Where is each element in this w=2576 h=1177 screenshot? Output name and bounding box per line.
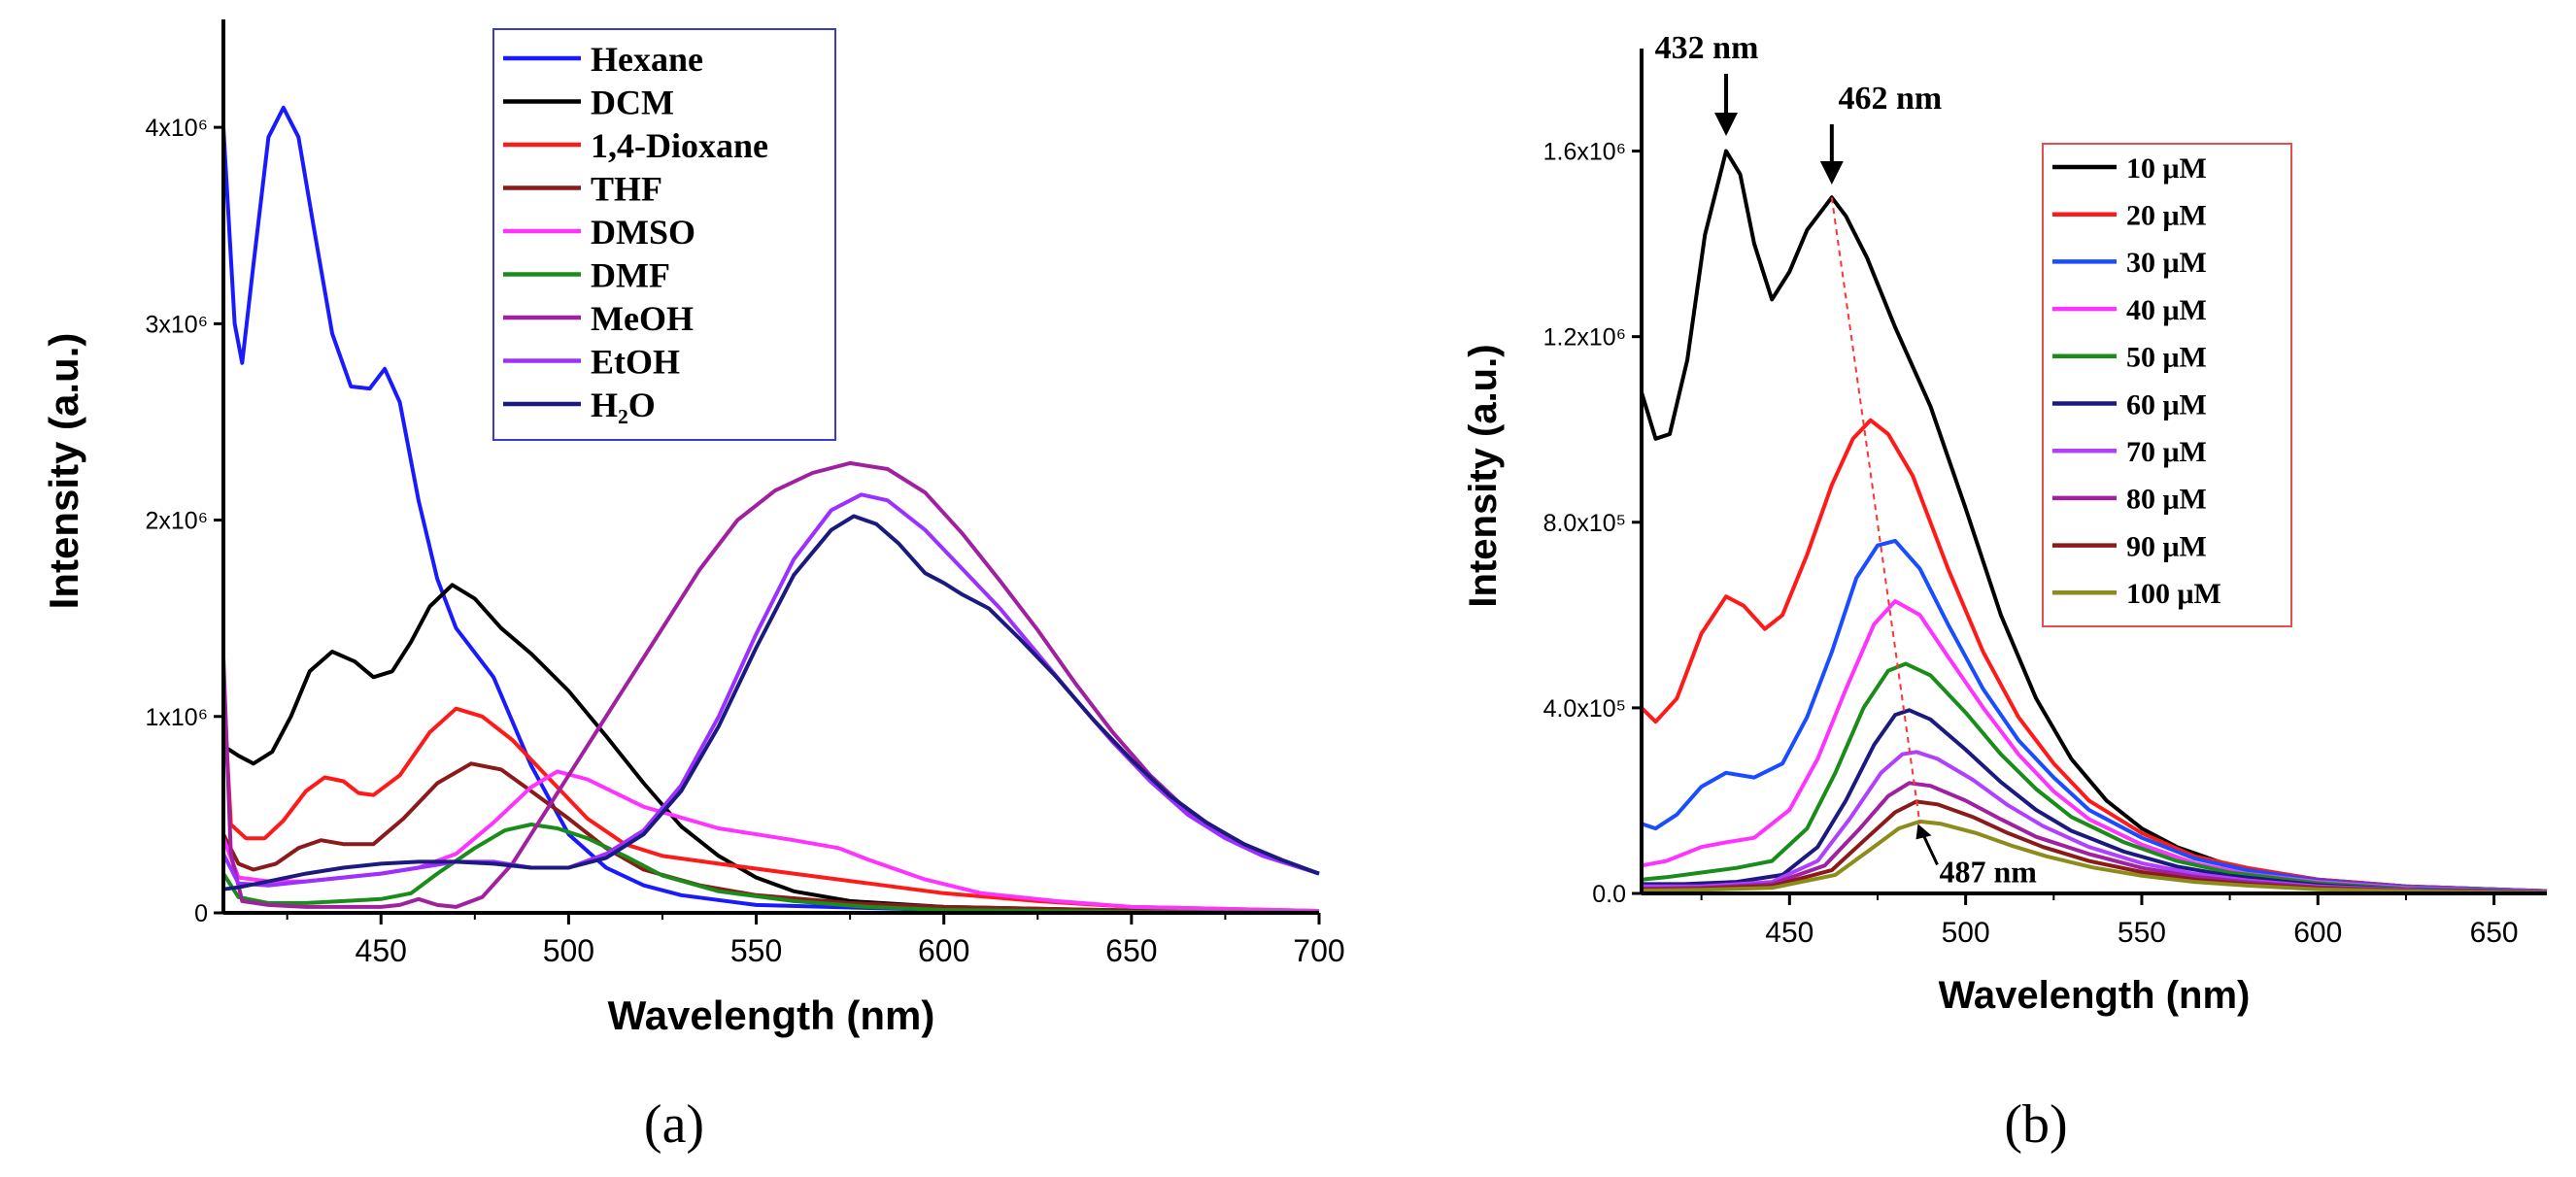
- series-line-2: [1641, 538, 2548, 893]
- legend-label: 20 μM: [2126, 200, 2207, 232]
- y-tick-label: 4.0x10⁵: [1543, 695, 1626, 723]
- series-line-0: [221, 105, 1320, 914]
- legend-label: 60 μM: [2126, 388, 2207, 420]
- legend-label: THF: [591, 169, 662, 208]
- series-line-8: [222, 514, 1320, 891]
- y-tick-label: 4x10⁶: [145, 115, 208, 142]
- legend-label: DMF: [591, 255, 670, 294]
- legend-label: 1,4-Dioxane: [591, 126, 768, 165]
- legend-label: 80 μM: [2126, 484, 2207, 516]
- legend-box: [492, 28, 836, 441]
- y-tick-label: 0.0: [1592, 881, 1626, 908]
- legend-label: 10 μM: [2126, 152, 2207, 185]
- legend-label: EtOH: [591, 342, 680, 381]
- series-lines: [221, 105, 1320, 915]
- x-tick-label: 550: [2118, 917, 2166, 949]
- series-line-9: [1641, 819, 2548, 895]
- y-tick-label: 1x10⁶: [145, 704, 208, 731]
- y-tick-label: 3x10⁶: [145, 311, 208, 338]
- series-line-4: [221, 769, 1320, 913]
- x-tick-label: 650: [2470, 917, 2519, 949]
- y-tick-label: 1.6x10⁶: [1543, 139, 1626, 166]
- x-tick-label: 450: [356, 933, 407, 968]
- series-line-2: [221, 687, 1320, 913]
- legend-label: 70 μM: [2126, 436, 2207, 468]
- annotation-arrowhead: [1819, 161, 1844, 185]
- y-tick-label: 8.0x10⁵: [1543, 510, 1626, 537]
- legend: 10 μM 20 μM 30 μM 40 μM 50 μM 60 μM 70 μM 80 μM…: [2042, 143, 2292, 627]
- y-axis-title: Intensity (a.u.): [41, 333, 86, 610]
- series-line-6: [221, 460, 1320, 909]
- series-line-1: [1640, 418, 2548, 893]
- x-tick-label: 600: [2293, 917, 2342, 949]
- x-axis-title: Wavelength (nm): [608, 992, 935, 1038]
- y-tick-label: 1.2x10⁶: [1543, 324, 1626, 352]
- x-tick-label: 550: [730, 933, 782, 968]
- y-axis-title: Intensity (a.u.): [1462, 344, 1505, 607]
- annotation-label: 487 nm: [1939, 854, 2037, 889]
- series-line-4: [1641, 661, 2548, 894]
- series-line-7: [221, 492, 1320, 888]
- panel-label: (b): [2004, 1094, 2067, 1155]
- annotation-arrowhead: [1915, 824, 1932, 840]
- legend-label: 90 μM: [2126, 530, 2207, 562]
- trend-line: [1830, 197, 1921, 824]
- x-tick-label: 700: [1293, 933, 1344, 968]
- x-tick-label: 600: [918, 933, 969, 968]
- legend-label: 30 μM: [2126, 247, 2207, 279]
- x-axis-title: Wavelength (nm): [1939, 974, 2251, 1017]
- y-tick-label: 2x10⁶: [145, 508, 208, 535]
- legend-label: 40 μM: [2126, 294, 2207, 326]
- series-line-5: [1642, 708, 2548, 894]
- series-line-1: [221, 583, 1320, 914]
- x-tick-label: 500: [1942, 917, 1990, 949]
- panel-label: (a): [644, 1094, 704, 1155]
- x-tick-label: 650: [1105, 933, 1157, 968]
- series-line-5: [221, 823, 1320, 915]
- panel-a: 0 1x10⁶ 2x10⁶ 3x10⁶ 4x10⁶ 450 500 550 600 650 700 W…: [41, 19, 1345, 1155]
- panel-b: 432 nm 462 nm 487 nm 0.0 4.0x10⁵ 8.0x10⁵ 1.2x1…: [1462, 30, 2548, 1155]
- legend-label: Hexane: [591, 40, 703, 79]
- x-tick-label: 500: [543, 933, 594, 968]
- legend-label: MeOH: [591, 299, 694, 338]
- series-line-3: [221, 761, 1320, 914]
- series-line-3: [1641, 599, 2548, 894]
- legend-label: DMSO: [591, 213, 695, 252]
- legend-label: DCM: [591, 83, 674, 121]
- annotation-label: 462 nm: [1838, 81, 1942, 117]
- x-tick-label: 450: [1765, 917, 1813, 949]
- legend-label: 50 μM: [2126, 342, 2207, 374]
- y-tick-label: 0: [194, 900, 208, 927]
- legend-label: 100 μM: [2126, 578, 2221, 610]
- series-lines: [1640, 149, 2548, 895]
- annotation-arrowhead: [1714, 113, 1739, 136]
- series-line-0: [1640, 149, 2548, 893]
- legend-label: H₂O: [591, 386, 656, 424]
- annotation-label: 432 nm: [1655, 30, 1759, 66]
